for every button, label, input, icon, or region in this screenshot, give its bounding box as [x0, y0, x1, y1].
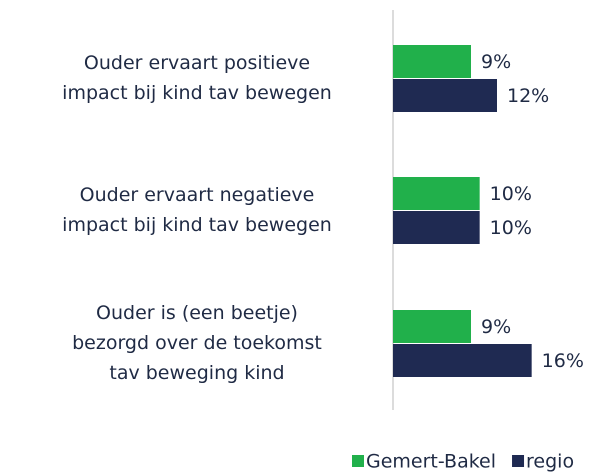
category-line: impact bij kind tav bewegen: [62, 214, 332, 236]
category-line: Ouder ervaart positieve: [84, 52, 310, 74]
bar: [393, 211, 480, 244]
value-label: 16%: [542, 350, 584, 372]
legend-label: regio: [526, 451, 574, 473]
bar: [393, 79, 497, 112]
bar: [393, 344, 532, 377]
category-label: Ouder ervaart negatieve impact bij kind t…: [62, 184, 332, 236]
value-label: 12%: [507, 85, 549, 107]
category-label: Ouder is (een beetje) bezorgd over de toe…: [72, 302, 322, 384]
category-line: tav beweging kind: [109, 362, 284, 384]
value-label: 9%: [481, 316, 511, 338]
value-label: 9%: [481, 51, 511, 73]
value-label: 10%: [490, 183, 532, 205]
category-line: bezorgd over de toekomst: [72, 332, 322, 354]
legend-label: Gemert-Bakel: [366, 451, 496, 473]
legend-swatch: [512, 455, 525, 467]
category-line: Ouder is (een beetje): [96, 302, 298, 324]
value-label: 10%: [490, 217, 532, 239]
bar: [393, 310, 471, 343]
category-line: impact bij kind tav bewegen: [62, 82, 332, 104]
category-label: Ouder ervaart positieve impact bij kind t…: [62, 52, 332, 104]
category-line: Ouder ervaart negatieve: [80, 184, 315, 206]
bar: [393, 177, 480, 210]
bar: [393, 45, 471, 78]
legend-swatch: [352, 455, 364, 467]
